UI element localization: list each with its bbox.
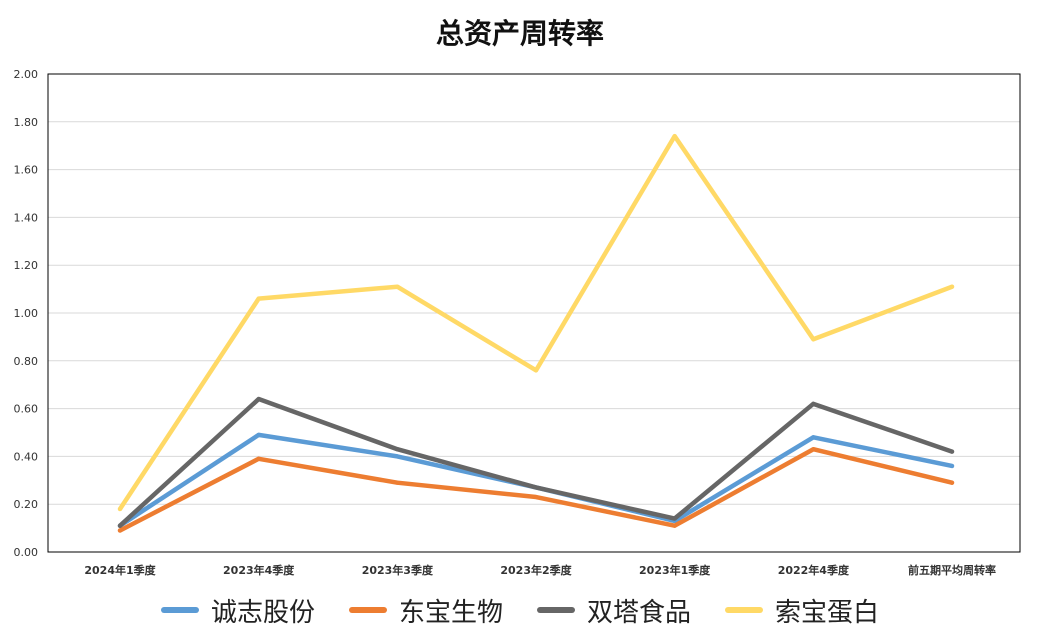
x-tick-label: 2023年4季度 [223,563,295,577]
data-point [950,284,954,289]
y-tick-label: 0.40 [14,450,39,463]
y-tick-label: 1.60 [14,164,39,177]
data-point [811,447,816,452]
data-point [811,435,816,440]
data-point [118,528,122,533]
y-tick-label: 1.40 [14,211,39,224]
x-tick-label: 2024年1季度 [84,563,156,577]
data-point [395,284,400,289]
x-tick-label: 2023年1季度 [639,563,711,577]
x-tick-label: 前五期平均周转率 [908,563,996,577]
data-point [395,447,400,452]
chart-title: 总资产周转率 [435,17,604,50]
y-tick-label: 0.20 [14,498,39,511]
x-axis-ticks: 2024年1季度 2023年4季度 2023年3季度 2023年2季度 2023年1季度… [84,563,996,577]
legend-item-1: 东宝生物 [348,592,503,629]
y-tick-label: 2.00 [14,68,39,81]
series-line-2 [117,396,955,528]
data-point [534,485,538,490]
y-tick-label: 1.80 [14,116,39,129]
legend-swatch-1 [348,607,387,613]
legend: 诚志股份 东宝生物 双塔食品 索宝蛋白 [0,588,1040,632]
data-point [256,456,261,461]
data-point [950,463,954,468]
y-axis-ticks: 0.00 0.20 0.40 0.60 0.80 1.00 1.20 1.40 1.60 1.80… [14,68,39,559]
data-point [256,397,261,402]
data-point [395,480,400,485]
x-tick-label: 2022年4季度 [778,563,850,577]
legend-label-1: 东宝生物 [398,597,503,628]
y-tick-label: 1.20 [14,259,39,272]
data-point [118,506,122,511]
legend-label-2: 双塔食品 [587,597,692,628]
gridlines [48,121,1020,505]
data-point [950,449,954,454]
plot-area-border [47,73,1021,553]
data-point [672,134,677,139]
x-tick-label: 2023年2季度 [500,563,572,577]
legend-swatch-2 [537,607,575,613]
x-tick-label: 2023年3季度 [362,563,434,577]
series-line-0 [117,432,955,528]
y-tick-label: 0.00 [14,546,39,559]
legend-label-0: 诚志股份 [210,597,315,628]
data-point [811,337,816,342]
legend-label-3: 索宝蛋白 [775,597,880,628]
legend-item-3: 索宝蛋白 [725,592,879,629]
legend-item-2: 双塔食品 [537,592,691,629]
data-point [950,480,954,485]
y-tick-label: 1.00 [14,307,39,320]
data-point [534,368,538,373]
legend-item-0: 诚志股份 [160,592,315,629]
data-point [395,454,400,459]
y-tick-label: 0.60 [14,403,39,416]
data-point [672,523,677,528]
legend-swatch-0 [160,607,199,613]
legend-swatch-3 [725,607,764,613]
data-point [534,495,538,500]
line-chart: 0.00 0.20 0.40 0.60 0.80 1.00 1.20 1.40 1.60 1.80… [14,68,1021,577]
data-point [256,432,261,437]
data-point [672,516,677,521]
data-point [118,523,122,528]
y-tick-label: 0.80 [14,355,39,368]
series-lines [117,133,955,533]
data-point [811,401,816,406]
data-point [256,296,261,301]
series-line-1 [117,446,955,533]
